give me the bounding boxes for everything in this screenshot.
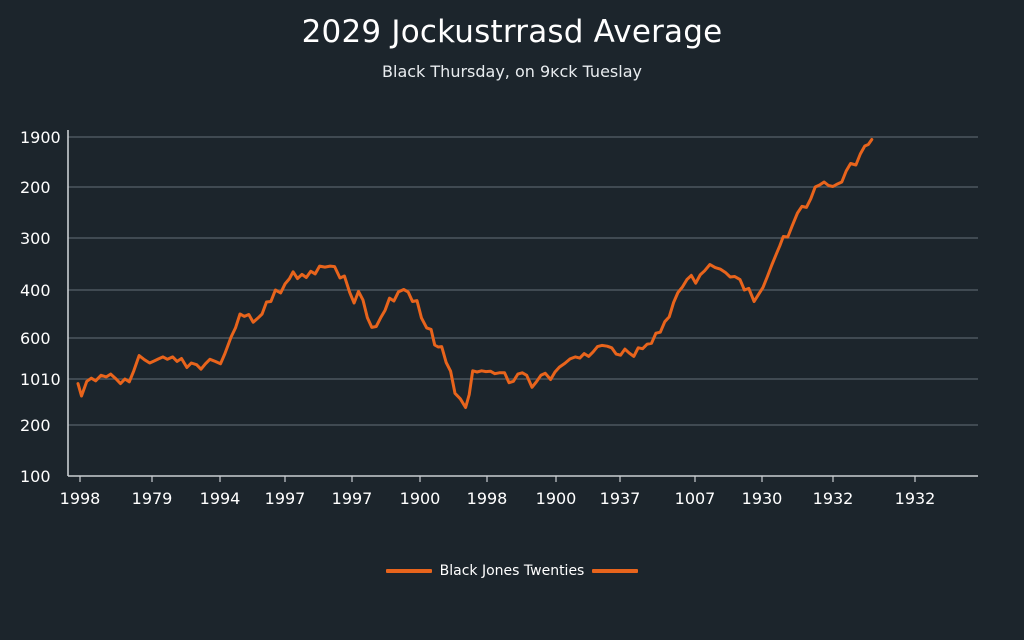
y-tick-label: 600: [20, 329, 51, 348]
series-group: [76, 138, 874, 409]
x-tick-label: 1930: [742, 489, 783, 508]
legend-label: Black Jones Twenties: [439, 563, 585, 579]
legend-swatch-left: [385, 569, 432, 573]
x-tick-label: 1979: [132, 489, 173, 508]
y-tick-label: 1010: [20, 370, 61, 389]
x-tick-label: 1997: [332, 489, 373, 508]
x-tick-label: 1900: [536, 489, 577, 508]
y-tick-label: 200: [20, 416, 51, 435]
y-axis: 1900 200 300 400 600 1010 200 100: [20, 128, 69, 486]
y-tick-label: 100: [20, 467, 51, 486]
x-tick-label: 1998: [467, 489, 508, 508]
x-tick-label: 1997: [265, 489, 306, 508]
legend-swatch-right: [592, 569, 639, 573]
x-tick-label: 1998: [60, 489, 101, 508]
x-tick-label: 1937: [600, 489, 641, 508]
x-tick-label: 1932: [813, 489, 854, 508]
chart-subtitle: Black Thursday, on 9ĸck Tueslay: [382, 62, 642, 81]
x-tick-label: 1900: [400, 489, 441, 508]
x-tick-label: 1932: [895, 489, 936, 508]
chart-title: 2029 Jockustrrasd Average: [301, 14, 723, 50]
x-axis: 1998 1979 1994 1997 1997 1900 1998 1900 1937 1007…: [60, 476, 936, 508]
grid-lines: [68, 136, 978, 477]
y-tick-label: 1900: [20, 128, 61, 147]
x-tick-label: 1994: [200, 489, 241, 508]
series-line: [76, 138, 874, 409]
x-tick-label: 1007: [675, 489, 716, 508]
chart-legend: Black Jones Twenties: [0, 563, 1024, 579]
y-tick-label: 300: [20, 229, 51, 248]
y-tick-label: 400: [20, 281, 51, 300]
y-tick-label: 200: [20, 178, 51, 197]
